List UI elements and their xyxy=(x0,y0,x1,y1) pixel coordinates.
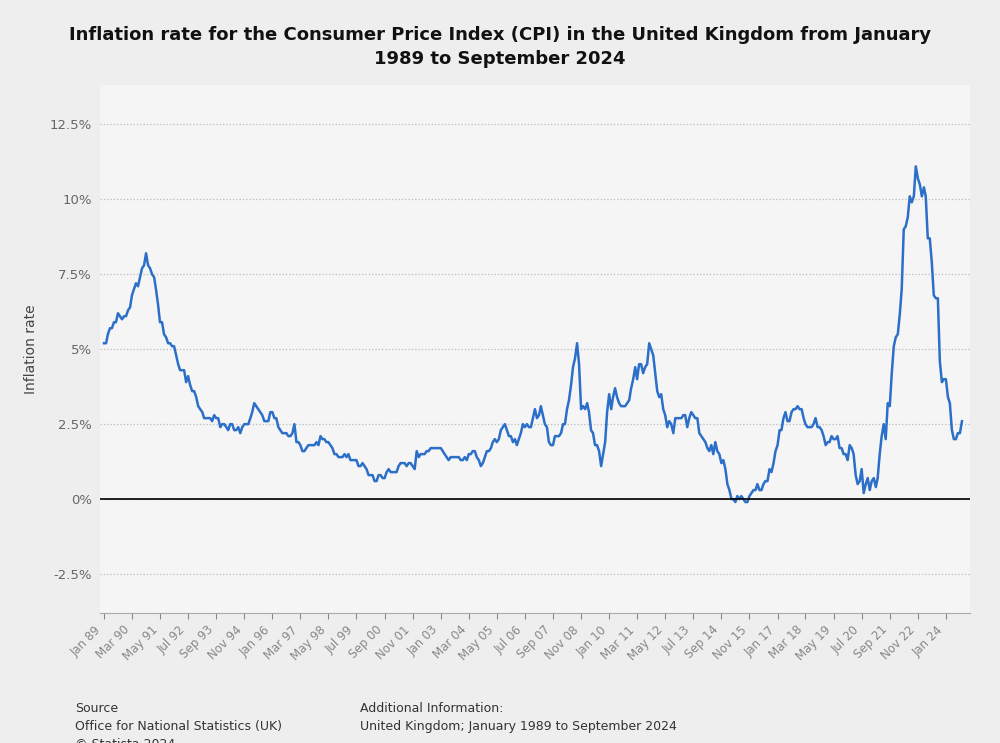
Text: Inflation rate for the Consumer Price Index (CPI) in the United Kingdom from Jan: Inflation rate for the Consumer Price In… xyxy=(69,26,931,68)
Text: Additional Information:
United Kingdom; January 1989 to September 2024: Additional Information: United Kingdom; … xyxy=(360,702,677,733)
Text: Source
Office for National Statistics (UK)
© Statista 2024: Source Office for National Statistics (U… xyxy=(75,702,282,743)
Y-axis label: Inflation rate: Inflation rate xyxy=(24,305,38,394)
